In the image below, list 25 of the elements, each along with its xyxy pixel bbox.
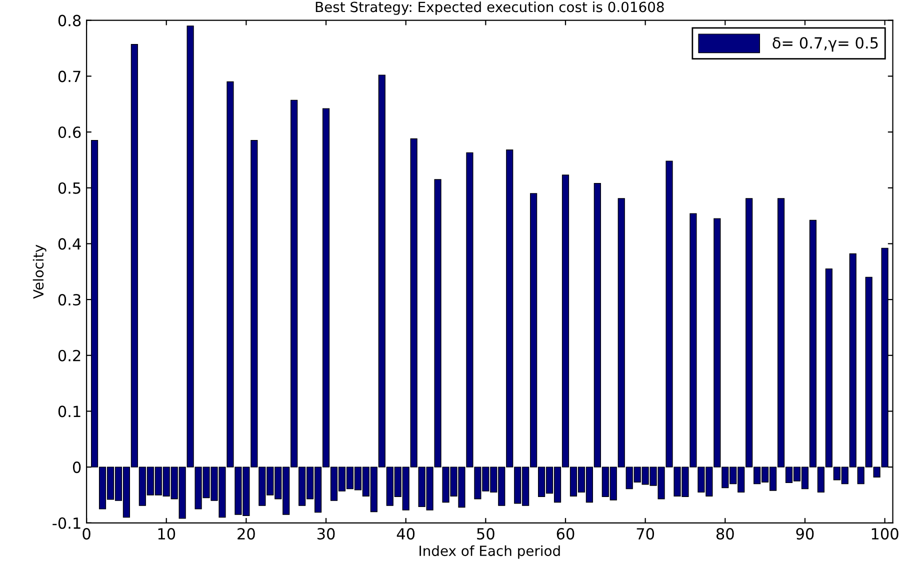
y-tick-label: 0.3 (58, 294, 80, 306)
legend-label: δ= 0.7,γ= 0.5 (772, 37, 878, 52)
x-tick-label: 0 (82, 528, 90, 540)
x-tick-label: 10 (158, 528, 176, 540)
y-tick-label: 0.2 (58, 350, 80, 362)
y-tick-label: 0.6 (58, 126, 81, 138)
x-tick-label: 80 (716, 528, 734, 540)
x-tick-label: 100 (872, 528, 898, 540)
y-axis-title: Velocity (32, 244, 46, 299)
x-tick-label: 70 (636, 528, 654, 540)
y-tick-label: 0.4 (58, 238, 81, 250)
x-tick-label: 50 (477, 528, 494, 540)
y-tick-label: 0.5 (58, 182, 80, 194)
x-tick-label: 60 (556, 528, 574, 540)
x-tick-label: 90 (796, 528, 814, 540)
x-tick-label: 20 (238, 528, 255, 540)
y-tick-label: 0 (72, 462, 81, 474)
y-tick-label: 0.1 (58, 406, 80, 418)
x-tick-label: 40 (396, 528, 415, 540)
x-tick-label: 30 (317, 528, 335, 540)
y-tick-label: 0.8 (58, 14, 81, 26)
y-tick-label: -0.1 (52, 517, 80, 529)
y-tick-label: 0.7 (58, 70, 80, 82)
chart-title: Best Strategy: Expected execution cost is 0.01608 (316, 1, 664, 15)
x-axis-title: Index of Each period (420, 545, 560, 559)
